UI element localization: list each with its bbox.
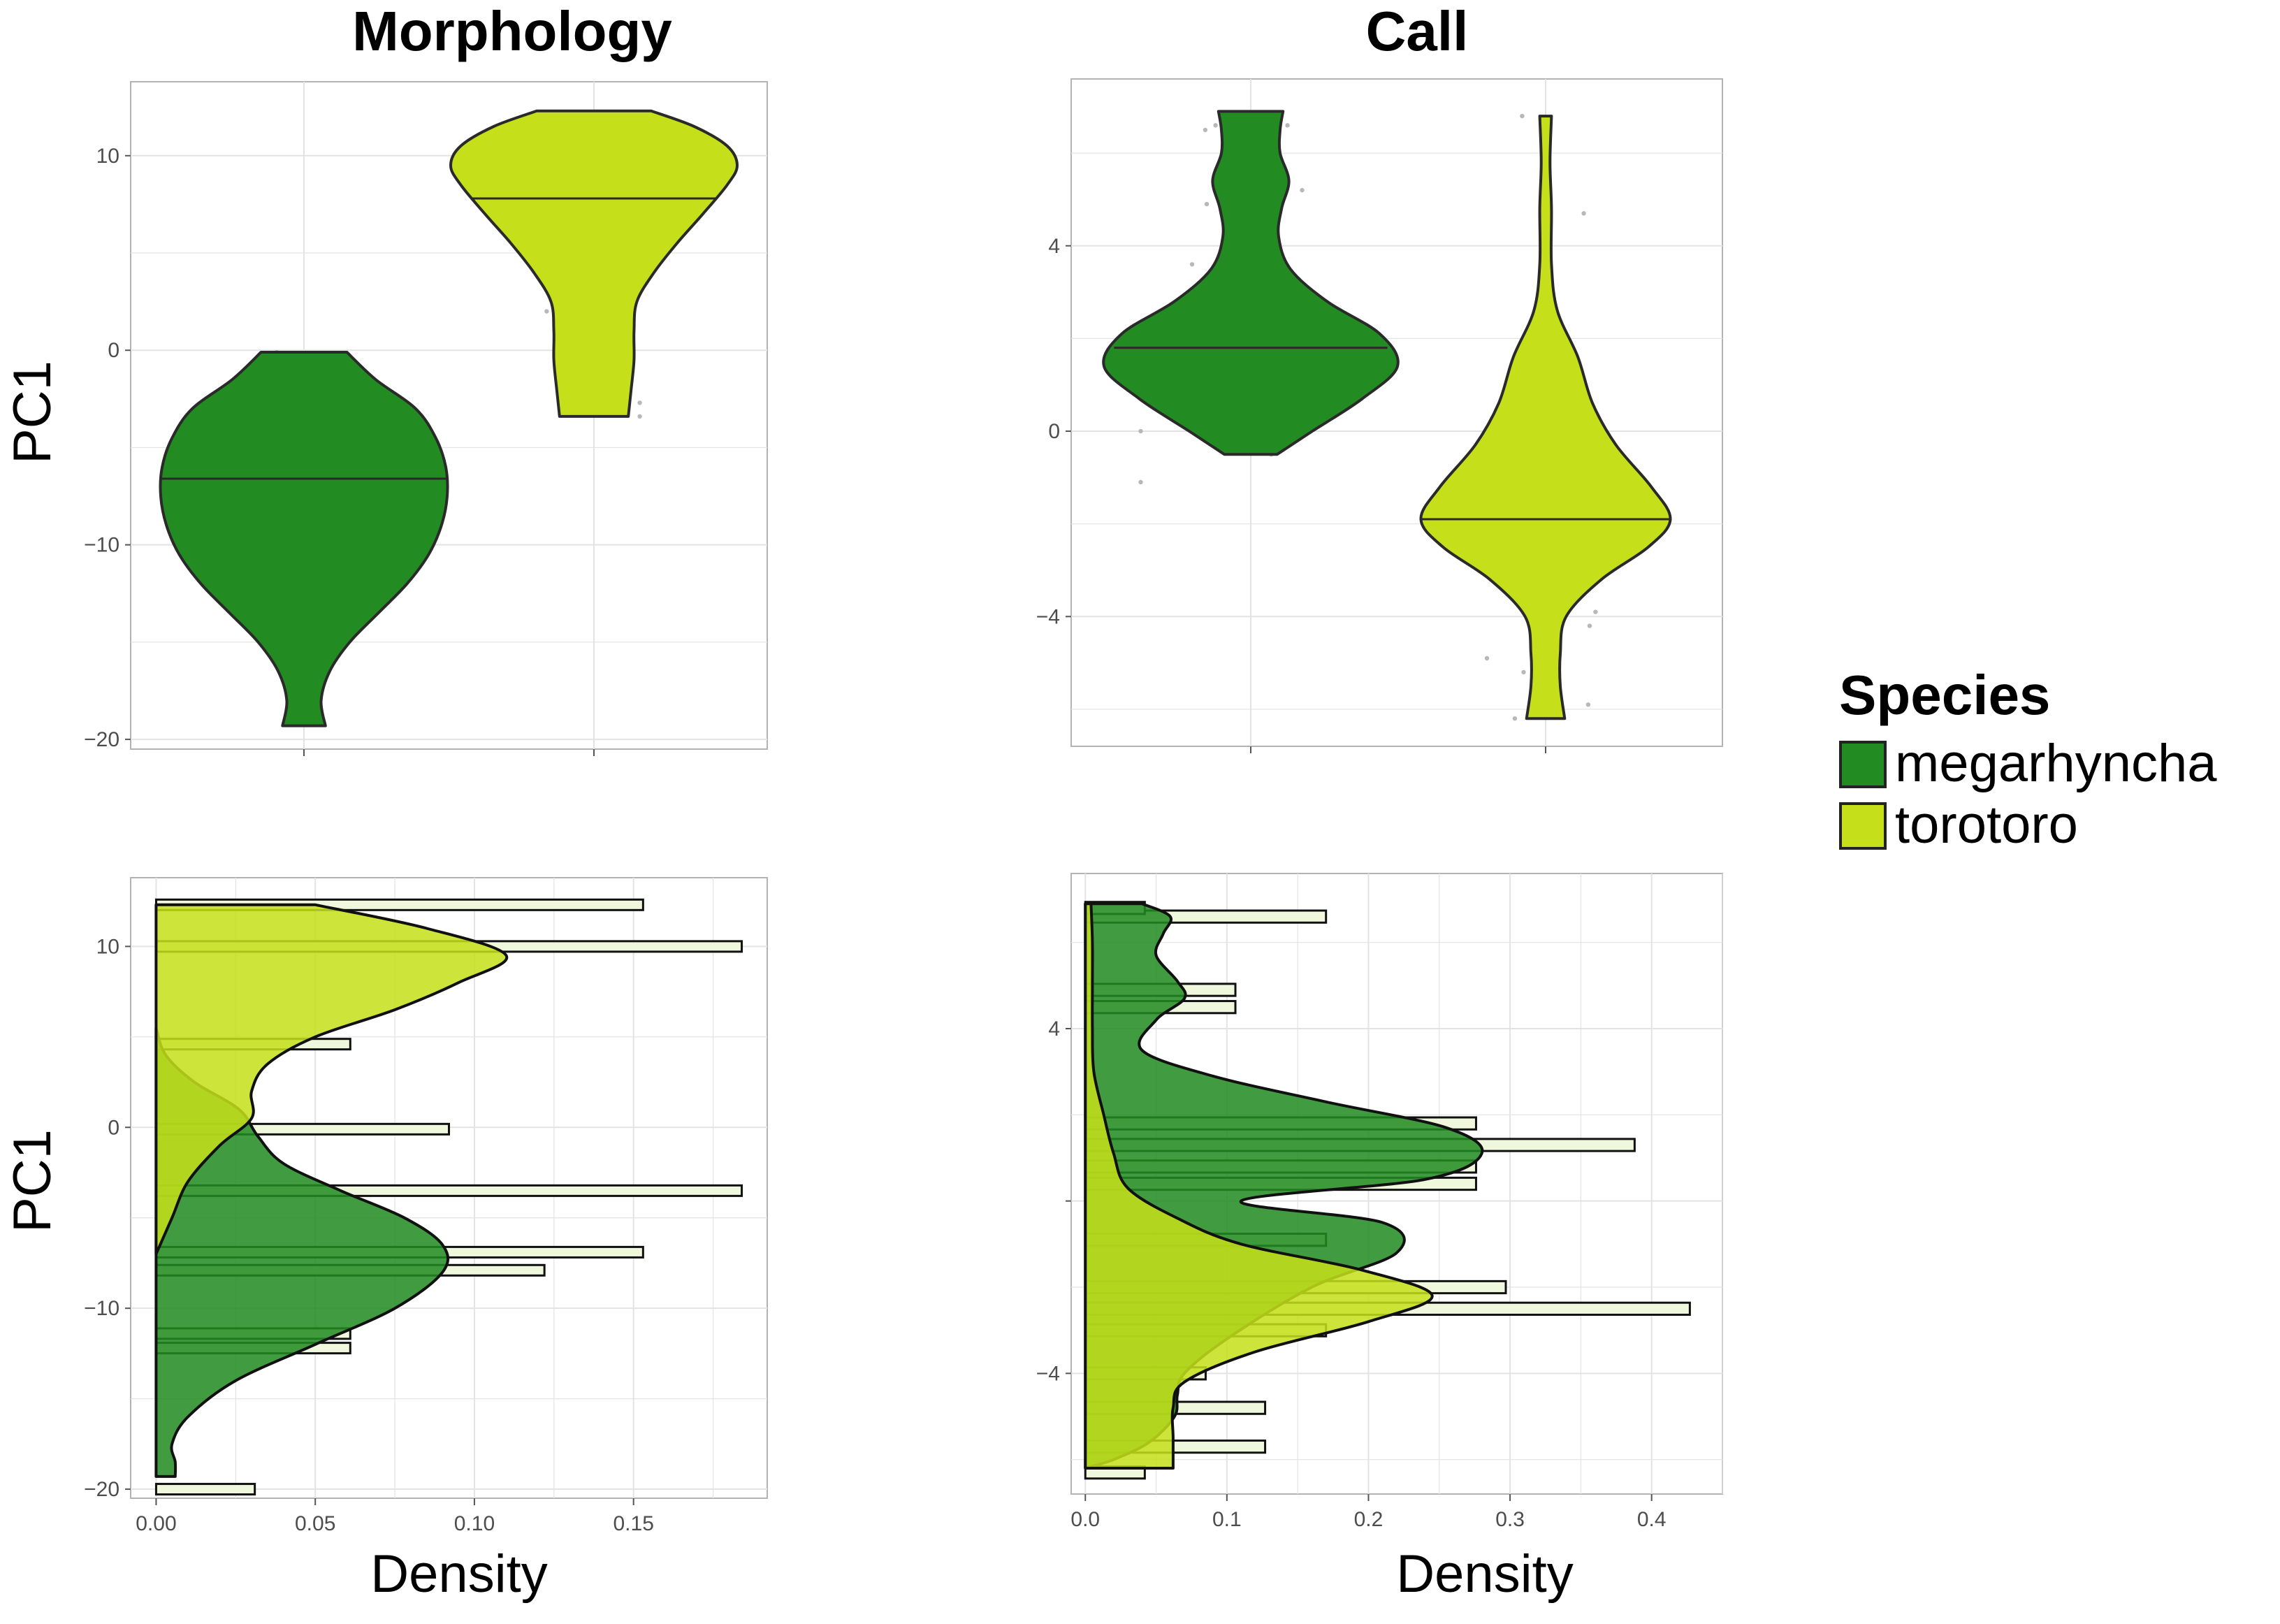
x-tick-label: 0.2: [1354, 1508, 1384, 1531]
data-point: [1203, 127, 1208, 133]
y-axis-title-top: PC1: [3, 361, 62, 464]
y-tick-label: −20: [84, 1478, 119, 1501]
y-tick-label: 10: [96, 145, 119, 168]
x-tick-label: 0.0: [1070, 1508, 1100, 1531]
violin-torotoro: [1419, 115, 1672, 720]
x-tick-label: 0.1: [1212, 1508, 1242, 1531]
data-point: [1204, 201, 1210, 207]
data-point: [1581, 211, 1586, 216]
panel-morphology-violin: −20 −10 0 10: [84, 81, 768, 756]
x-axis-title-morphology: Density: [370, 1544, 547, 1604]
x-tick-label: 0.00: [136, 1512, 176, 1535]
violin-megarhyncha: [1102, 110, 1400, 456]
legend-label-torotoro: torotoro: [1895, 795, 2078, 855]
y-tick-label: 0: [1048, 420, 1060, 443]
y-tick-label: −20: [84, 728, 119, 751]
y-tick-label: −4: [1036, 605, 1060, 628]
x-tick-label: 0.3: [1495, 1508, 1525, 1531]
data-point: [1587, 623, 1592, 628]
data-point: [1521, 669, 1526, 675]
data-point: [637, 414, 642, 419]
data-point: [1585, 702, 1591, 707]
data-point: [1300, 187, 1305, 193]
data-point: [1512, 716, 1518, 721]
panel-frame: [1070, 78, 1723, 747]
y-tick-label: −10: [84, 534, 119, 557]
legend-title: Species: [1839, 664, 2050, 726]
x-tick-label: 0.05: [295, 1512, 335, 1535]
legend-swatch-megarhyncha: [1839, 741, 1887, 788]
data-point: [1213, 123, 1218, 128]
y-tick-label: 10: [96, 935, 119, 958]
panel-morphology-density: −20 −10 0 10 0.00 0.05 0.10 0.15: [84, 877, 768, 1535]
x-tick-label: 0.10: [454, 1512, 495, 1535]
data-point: [637, 400, 642, 405]
x-tick-label: 0.4: [1637, 1508, 1667, 1531]
histogram-bar: [154, 1483, 256, 1496]
data-point: [1285, 123, 1290, 128]
data-point: [1189, 262, 1195, 267]
panel-call-violin: −4 0 4: [1036, 78, 1723, 753]
density-curve-torotoro: [1084, 902, 1434, 1470]
data-point: [1138, 479, 1143, 485]
legend-swatch-torotoro: [1839, 802, 1887, 850]
data-point: [1138, 428, 1143, 434]
panel-title-call: Call: [1366, 0, 1469, 62]
y-tick-label: −4: [1036, 1362, 1060, 1385]
y-tick-label: 4: [1048, 235, 1060, 258]
data-point: [544, 309, 549, 314]
y-tick-label: 4: [1048, 1017, 1060, 1041]
x-tick-label: 0.15: [613, 1512, 653, 1535]
panel-title-morphology: Morphology: [352, 0, 672, 62]
y-tick-label: −10: [84, 1297, 119, 1320]
violin-megarhyncha: [159, 351, 449, 727]
x-axis-title-call: Density: [1396, 1544, 1573, 1604]
density-curve-torotoro: [154, 903, 509, 1256]
violin-torotoro: [449, 109, 739, 418]
legend-label-megarhyncha: megarhyncha: [1895, 734, 2217, 793]
y-tick-label: 0: [108, 1116, 119, 1139]
data-point: [1484, 655, 1490, 661]
panel-call-density: −4 4 0.0 0.1 0.2 0.3 0.4: [1036, 873, 1723, 1531]
y-axis-title-bottom: PC1: [3, 1129, 62, 1233]
data-point: [1593, 609, 1598, 614]
data-point: [1520, 113, 1525, 119]
legend: Species megarhyncha torotoro: [1839, 664, 2217, 855]
y-tick-label: 0: [108, 339, 119, 362]
